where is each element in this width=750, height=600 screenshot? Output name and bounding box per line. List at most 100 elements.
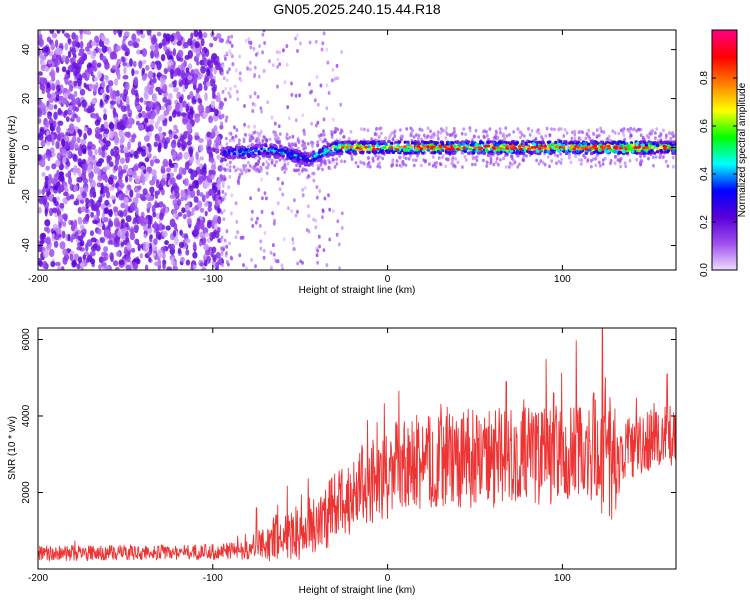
heatmap-noise-speck <box>58 171 64 177</box>
heatmap-noise-speck <box>76 136 81 144</box>
heatmap-sparse-speck <box>275 50 279 55</box>
heatmap-noise-speck <box>207 201 213 208</box>
heatmap-halo-speck <box>475 158 479 163</box>
colorbar-cell <box>712 226 737 229</box>
heatmap-halo-speck <box>310 142 314 147</box>
heatmap-halo-speck <box>664 133 668 138</box>
heatmap-ridge-cell <box>279 151 283 155</box>
heatmap-ridge-cell <box>317 150 322 154</box>
heatmap-noise-speck <box>74 231 79 239</box>
heatmap-halo-speck <box>495 156 499 161</box>
heatmap-halo-speck <box>613 161 617 165</box>
heatmap-halo-speck <box>378 134 381 139</box>
heatmap-halo-speck <box>485 164 489 168</box>
heatmap-sparse-speck <box>327 91 331 95</box>
heatmap-sparse-speck <box>222 217 226 222</box>
colorbar-cell <box>712 214 737 217</box>
heatmap-halo-speck <box>471 137 474 142</box>
heatmap-ridge-cell <box>310 161 314 165</box>
heatmap-halo-speck <box>404 163 408 168</box>
heatmap-ridge-cell <box>261 154 265 158</box>
heatmap-ridge-cell <box>269 151 273 155</box>
heatmap-sparse-speck <box>333 76 337 81</box>
heatmap-halo-speck <box>328 166 332 171</box>
heatmap-peak-cell <box>619 146 623 150</box>
heatmap-noise-speck <box>101 150 106 158</box>
heatmap-noise-speck <box>183 151 190 160</box>
heatmap-noise-speck <box>208 115 214 124</box>
heatmap-noise-speck <box>61 55 66 62</box>
heatmap-noise-speck <box>64 42 69 51</box>
heatmap-noise-speck <box>148 119 155 125</box>
heatmap-noise-speck <box>67 37 71 44</box>
heatmap-ridge-cell <box>331 141 336 145</box>
heatmap-peak-cell <box>372 148 376 151</box>
colorbar-cell <box>712 52 737 55</box>
heatmap-ridge-cell <box>302 155 306 159</box>
heatmap-noise-speck <box>87 127 92 136</box>
heatmap-halo-speck <box>270 161 274 165</box>
heatmap-ridge-cell <box>232 152 236 156</box>
heatmap-noise-speck <box>131 88 136 96</box>
heatmap-noise-speck <box>90 258 96 265</box>
heatmap-ridge-cell <box>406 140 410 144</box>
heatmap-sparse-speck <box>276 176 280 181</box>
heatmap-noise-speck <box>139 174 146 182</box>
heatmap-sparse-speck <box>276 201 280 206</box>
heatmap-sparse-speck <box>227 185 231 190</box>
heatmap-noise-speck <box>160 165 166 173</box>
heatmap-noise-speck <box>83 186 89 193</box>
heatmap-halo-speck <box>639 154 642 158</box>
heatmap-halo-speck <box>474 128 478 133</box>
heatmap-noise-speck <box>65 172 71 178</box>
heatmap-noise-speck <box>81 232 86 238</box>
heatmap-noise-speck <box>38 244 43 253</box>
heatmap-halo-speck <box>445 126 448 130</box>
heatmap-halo-speck <box>340 159 343 163</box>
heatmap-noise-speck <box>215 96 221 103</box>
heatmap-noise-speck <box>122 61 127 67</box>
colorbar-cell <box>712 50 737 53</box>
heatmap-noise-speck <box>137 185 142 190</box>
heatmap-noise-speck <box>107 176 114 185</box>
heatmap-halo-speck <box>294 143 298 148</box>
heatmap-noise-speck <box>97 70 102 79</box>
heatmap-sparse-speck <box>234 201 238 206</box>
heatmap-sparse-speck <box>261 196 264 201</box>
heatmap-sparse-speck <box>221 183 225 188</box>
heatmap-noise-speck <box>90 237 97 243</box>
heatmap-noise-speck <box>215 136 221 144</box>
heatmap-noise-speck <box>113 242 120 248</box>
heatmap-noise-speck <box>134 238 140 245</box>
heatmap-noise-speck <box>88 177 93 183</box>
heatmap-noise-speck <box>81 99 87 108</box>
heatmap-peak-cell <box>614 145 618 149</box>
heatmap-halo-speck <box>243 132 247 137</box>
heatmap-ridge-cell <box>607 149 611 153</box>
heatmap-halo-speck <box>550 127 553 131</box>
heatmap-sparse-speck <box>224 86 227 91</box>
heatmap-halo-speck <box>628 158 632 163</box>
heatmap-sparse-speck <box>253 103 257 107</box>
heatmap-noise-speck <box>180 256 185 263</box>
heatmap-sparse-speck <box>252 46 256 51</box>
heatmap-noise-speck <box>74 34 79 43</box>
heatmap-noise-speck <box>202 253 208 261</box>
heatmap-sparse-speck <box>238 253 242 258</box>
heatmap-noise-speck <box>108 156 112 161</box>
heatmap-noise-speck <box>91 59 97 67</box>
heatmap-noise-speck <box>58 184 65 193</box>
heatmap-ridge-cell <box>377 142 381 146</box>
heatmap-halo-speck <box>316 143 320 147</box>
heatmap-sparse-speck <box>265 196 268 201</box>
colorbar-cell <box>712 54 737 57</box>
colorbar-gradient <box>712 30 737 271</box>
heatmap-halo-speck <box>598 163 602 168</box>
heatmap-sparse-speck <box>272 252 276 257</box>
heatmap-ridge-cell <box>318 155 322 159</box>
heatmap-halo-speck <box>525 154 528 158</box>
heatmap-sparse-speck <box>307 214 311 218</box>
heatmap-sparse-speck <box>294 36 297 41</box>
heatmap-noise-speck <box>172 266 178 270</box>
heatmap-halo-speck <box>402 155 406 159</box>
